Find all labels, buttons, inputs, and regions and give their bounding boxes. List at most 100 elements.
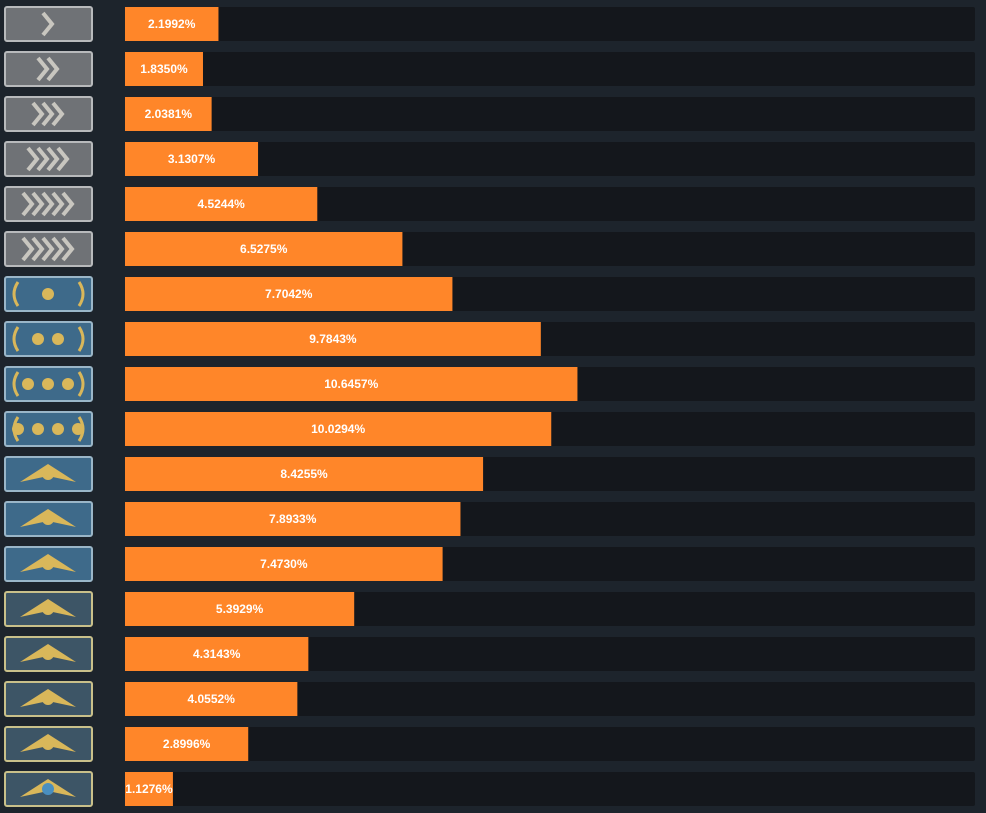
bar <box>125 502 461 536</box>
chevron <box>36 146 50 172</box>
rank-icon <box>4 96 93 132</box>
value-label: 4.0552% <box>187 692 235 706</box>
chevron <box>31 191 45 217</box>
chevron <box>51 236 65 262</box>
bar-track <box>125 97 975 131</box>
bar <box>125 547 443 581</box>
rank-icon <box>4 546 93 582</box>
chevron <box>46 146 60 172</box>
star <box>52 423 64 435</box>
rank-icon <box>4 321 93 357</box>
icon-frame <box>4 231 93 267</box>
chevron <box>41 11 55 37</box>
value-label: 7.7042% <box>265 287 313 301</box>
value-label: 5.3929% <box>216 602 264 616</box>
rank-icon <box>4 6 93 42</box>
laurel <box>12 281 85 307</box>
bar <box>125 727 249 761</box>
chevron <box>31 101 45 127</box>
value-label: 4.3143% <box>193 647 241 661</box>
bar <box>125 7 219 41</box>
rank-icon <box>4 591 93 627</box>
emblem-center <box>42 648 54 660</box>
rank-icon <box>4 771 93 807</box>
rank-icon <box>4 276 93 312</box>
star <box>12 423 24 435</box>
bar <box>125 367 578 401</box>
value-label: 8.4255% <box>280 467 328 481</box>
value-label: 3.1307% <box>168 152 216 166</box>
rank-icon <box>4 141 93 177</box>
star <box>72 423 84 435</box>
chevron <box>51 191 65 217</box>
star <box>62 378 74 390</box>
star <box>32 333 44 345</box>
bar <box>125 322 541 356</box>
rank-icon <box>4 186 93 222</box>
emblem-center <box>42 738 54 750</box>
bar-track <box>125 7 975 41</box>
bar <box>125 97 212 131</box>
rank-icon <box>4 681 93 717</box>
icon-frame <box>4 6 93 42</box>
value-label: 9.7843% <box>309 332 357 346</box>
icon-frame <box>4 411 93 447</box>
chevron <box>41 101 55 127</box>
value-label: 1.8350% <box>140 62 188 76</box>
value-label: 2.0381% <box>145 107 193 121</box>
rank-icon <box>4 456 93 492</box>
chevron <box>41 191 55 217</box>
value-label: 6.5275% <box>240 242 288 256</box>
bar <box>125 52 203 86</box>
bar <box>125 772 173 806</box>
rank-icon <box>4 51 93 87</box>
chevron <box>51 101 65 127</box>
chevron <box>61 191 75 217</box>
value-label: 10.6457% <box>324 377 378 391</box>
rank-icon <box>4 726 93 762</box>
bar <box>125 682 298 716</box>
icon-frame <box>4 321 93 357</box>
emblem-center <box>42 468 54 480</box>
rank-icon <box>4 366 93 402</box>
chevron <box>26 146 40 172</box>
value-label: 2.8996% <box>163 737 211 751</box>
bar <box>125 637 309 671</box>
chevron <box>41 236 55 262</box>
rank-icon <box>4 636 93 672</box>
bar <box>125 232 403 266</box>
bar-track <box>125 52 975 86</box>
star <box>42 378 54 390</box>
value-label: 2.1992% <box>148 17 196 31</box>
bar <box>125 277 453 311</box>
bar <box>125 142 259 176</box>
bar <box>125 592 355 626</box>
rank-icon <box>4 501 93 537</box>
emblem-center <box>42 513 54 525</box>
bar-track <box>125 142 975 176</box>
icon-frame <box>4 96 93 132</box>
bar-track <box>125 727 975 761</box>
value-label: 1.1276% <box>125 782 173 796</box>
bar <box>125 187 318 221</box>
star <box>52 333 64 345</box>
bar-track <box>125 682 975 716</box>
rank-icon <box>4 231 93 267</box>
laurel <box>12 326 85 352</box>
bar <box>125 412 552 446</box>
rank-icon <box>4 411 93 447</box>
bar-track <box>125 772 975 806</box>
emblem-center <box>42 558 54 570</box>
emblem-center <box>42 783 54 795</box>
chevron <box>21 191 35 217</box>
emblem-center <box>42 693 54 705</box>
emblem-center <box>42 603 54 615</box>
value-label: 4.5244% <box>197 197 245 211</box>
bar <box>125 457 484 491</box>
bar-track <box>125 637 975 671</box>
value-label: 10.0294% <box>311 422 365 436</box>
chevron <box>31 236 45 262</box>
icon-frame <box>4 186 93 222</box>
